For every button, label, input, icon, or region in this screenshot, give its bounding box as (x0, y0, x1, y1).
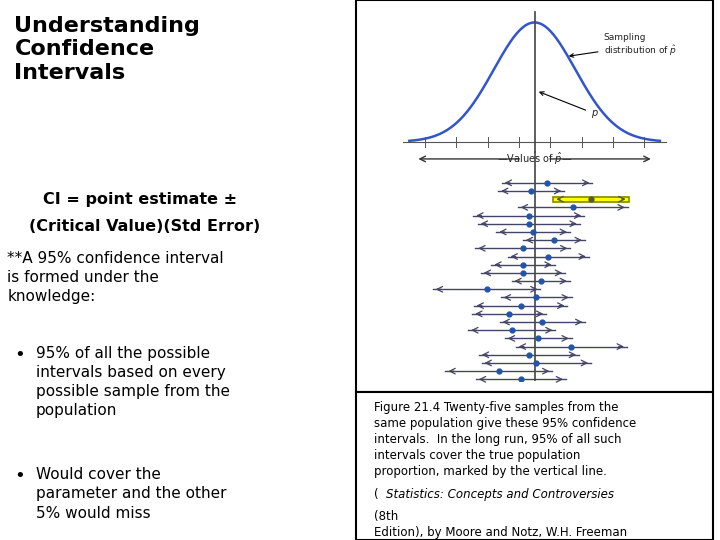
Text: •: • (14, 467, 25, 485)
Text: —Values of $\hat{p}$—: —Values of $\hat{p}$— (497, 151, 572, 167)
Text: (Critical Value)(Std Error): (Critical Value)(Std Error) (29, 219, 260, 234)
Text: Sampling
distribution of $\hat{p}$: Sampling distribution of $\hat{p}$ (570, 33, 677, 58)
Text: Figure 21.4 Twenty-five samples from the
same population give these 95% confiden: Figure 21.4 Twenty-five samples from the… (374, 401, 636, 478)
Text: Understanding
Confidence
Intervals: Understanding Confidence Intervals (14, 16, 200, 83)
Text: $p$: $p$ (540, 92, 599, 120)
Text: **A 95% confidence interval
is formed under the
knowledge:: **A 95% confidence interval is formed un… (7, 251, 224, 305)
Text: (: ( (374, 488, 379, 501)
FancyBboxPatch shape (554, 197, 629, 201)
Text: Would cover the
parameter and the other
5% would miss: Would cover the parameter and the other … (36, 467, 227, 521)
Text: •: • (14, 346, 25, 363)
Text: 95% of all the possible
intervals based on every
possible sample from the
popula: 95% of all the possible intervals based … (36, 346, 230, 418)
Text: (8th
Edition), by Moore and Notz, W.H. Freeman
and Company, 2013 p. 495 ): (8th Edition), by Moore and Notz, W.H. F… (374, 510, 627, 540)
Text: CI = point estimate ±: CI = point estimate ± (43, 192, 238, 207)
Text: Statistics: Concepts and Controversies: Statistics: Concepts and Controversies (386, 488, 614, 501)
